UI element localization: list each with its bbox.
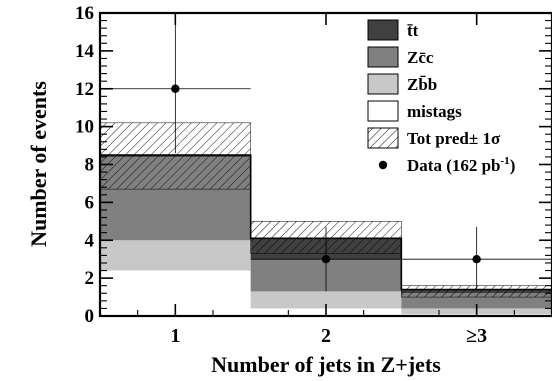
y-tick-label: 8 [85,155,95,176]
legend-label-5: Tot pred± 1σ [407,129,501,148]
y-tick-label: 12 [75,79,94,100]
legend-label-3: Zb̄b [407,75,437,94]
y-tick-label: 16 [75,3,94,24]
x-tick-label: ≥3 [466,325,487,347]
data-point-1 [171,84,180,93]
legend-swatch-5 [367,127,399,149]
legend-swatch-3 [367,73,399,95]
legend-swatch-1 [367,19,399,41]
bar-2-bin-1 [100,240,251,271]
y-axis-label: Number of events [26,81,51,247]
legend-label-4: mistags [407,102,462,121]
legend-data-superscript: -1 [501,155,510,167]
y-tick-label: 0 [85,306,95,327]
data-points [100,24,552,292]
bar-2-bin-2 [250,291,402,309]
y-axis-ticks: 0 2 4 6 8 10 12 14 16 [75,3,552,327]
x-axis-label: Number of jets in Z+jets [211,352,441,377]
y-tick-label: 2 [85,268,95,289]
x-axis-ticks: 1 2 ≥3 [137,13,515,347]
y-tick-label: 6 [85,192,95,213]
legend-data-suffix: ) [510,156,516,175]
y-tick-label: 4 [85,230,95,251]
x-tick-label: 1 [170,325,180,347]
legend-label-1: t̄t [407,21,419,40]
y-tick-label: 10 [75,117,94,138]
y-tick-label: 14 [75,41,95,62]
data-point-2 [321,254,331,264]
x-tick-label: 2 [321,325,331,347]
legend-swatch-4 [367,100,399,122]
legend-label-6: Data (162 pb-1) [407,155,515,175]
legend-swatch-data [378,160,388,170]
legend-swatch-2 [367,46,399,68]
data-point-3 [472,254,481,264]
legend-label-2: Zc̄c [407,48,434,67]
legend: t̄t Zc̄c Zb̄b mistags Tot pred± 1σ Data (162 … [367,19,515,175]
